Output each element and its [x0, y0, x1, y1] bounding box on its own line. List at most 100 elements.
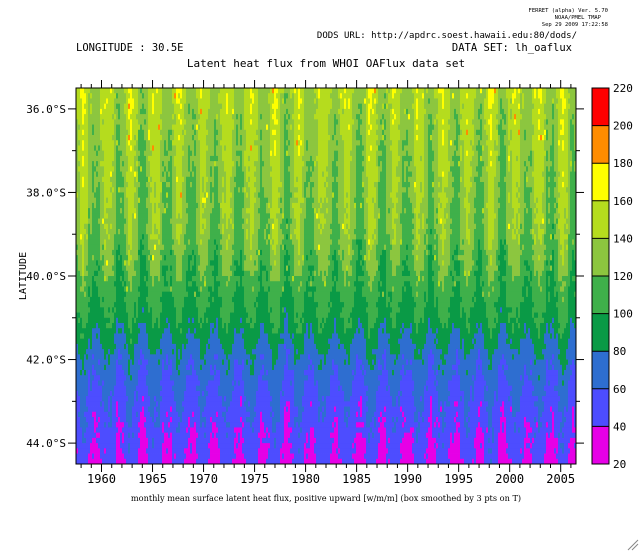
heatmap-cell — [186, 108, 189, 115]
heatmap-cell — [126, 338, 129, 345]
heatmap-cell — [206, 255, 209, 261]
heatmap-cell — [168, 432, 171, 439]
heatmap-cell — [164, 93, 167, 99]
heatmap-cell — [190, 411, 193, 418]
heatmap-cell — [152, 197, 155, 204]
heatmap-cell — [212, 432, 215, 439]
heatmap-cell — [204, 422, 207, 428]
heatmap-cell — [202, 432, 205, 439]
heatmap-cell — [202, 296, 205, 303]
heatmap-cell — [114, 166, 117, 172]
heatmap-cell — [110, 276, 113, 282]
heatmap-cell — [168, 93, 171, 99]
heatmap-cell — [114, 380, 117, 387]
heatmap-cell — [172, 208, 175, 214]
heatmap-cell — [172, 453, 175, 460]
heatmap-cell — [126, 401, 129, 407]
heatmap-cell — [122, 422, 125, 428]
heatmap-cell — [146, 443, 149, 449]
heatmap-cell — [206, 108, 209, 115]
heatmap-cell — [98, 343, 101, 350]
heatmap-cell — [170, 422, 173, 428]
heatmap-cell — [156, 145, 159, 152]
heatmap-cell — [116, 411, 119, 418]
heatmap-cell — [146, 103, 149, 110]
heatmap-cell — [106, 364, 109, 371]
heatmap-cell — [196, 213, 199, 219]
heatmap-cell — [132, 192, 135, 199]
heatmap-cell — [76, 244, 79, 251]
heatmap-cell — [122, 260, 125, 266]
heatmap-cell — [146, 302, 149, 308]
heatmap-cell — [196, 328, 199, 334]
heatmap-cell — [114, 343, 117, 350]
heatmap-cell — [208, 312, 211, 319]
heatmap-cell — [108, 98, 111, 105]
heatmap-cell — [138, 333, 141, 340]
heatmap-field — [76, 88, 577, 465]
heatmap-cell — [108, 187, 111, 193]
heatmap-cell — [124, 291, 127, 298]
heatmap-cell — [100, 323, 103, 329]
heatmap-cell — [186, 437, 189, 444]
heatmap-cell — [88, 323, 91, 329]
heatmap-cell — [132, 187, 135, 193]
heatmap-cell — [122, 354, 125, 360]
heatmap-cell — [156, 328, 159, 334]
heatmap-cell — [76, 296, 79, 303]
heatmap-cell — [158, 197, 161, 204]
heatmap-cell — [168, 265, 171, 272]
heatmap-cell — [126, 108, 129, 115]
heatmap-cell — [138, 114, 141, 120]
heatmap-cell — [140, 296, 143, 303]
heatmap-cell — [206, 286, 209, 293]
heatmap-cell — [98, 176, 101, 183]
heatmap-cell — [198, 239, 201, 246]
heatmap-cell — [182, 166, 185, 172]
heatmap-cell — [116, 218, 119, 225]
heatmap-cell — [212, 108, 215, 115]
heatmap-cell — [168, 443, 171, 449]
heatmap-cell — [206, 145, 209, 152]
heatmap-cell — [174, 108, 177, 115]
heatmap-cell — [120, 396, 123, 402]
heatmap-cell — [180, 166, 183, 172]
heatmap-cell — [150, 187, 153, 193]
heatmap-cell — [104, 453, 107, 460]
heatmap-cell — [190, 343, 193, 350]
heatmap-cell — [176, 422, 179, 428]
heatmap-cell — [128, 239, 131, 246]
heatmap-cell — [178, 401, 181, 407]
heatmap-cell — [86, 260, 89, 266]
heatmap-cell — [148, 140, 151, 146]
heatmap-cell — [102, 323, 105, 329]
heatmap-cell — [198, 354, 201, 360]
heatmap-cell — [162, 187, 165, 193]
heatmap-cell — [110, 323, 113, 329]
heatmap-cell — [118, 135, 121, 141]
heatmap-cell — [126, 333, 129, 340]
heatmap-cell — [138, 124, 141, 131]
heatmap-cell — [158, 260, 161, 266]
heatmap-cell — [98, 182, 101, 188]
heatmap-cell — [212, 150, 215, 157]
heatmap-cell — [96, 296, 99, 303]
heatmap-cell — [108, 129, 111, 136]
heatmap-cell — [212, 317, 215, 324]
heatmap-cell — [126, 114, 129, 120]
heatmap-cell — [148, 171, 151, 178]
heatmap-cell — [116, 197, 119, 204]
heatmap-cell — [142, 93, 145, 99]
heatmap-cell — [186, 270, 189, 277]
heatmap-cell — [90, 171, 93, 178]
heatmap-cell — [198, 88, 201, 94]
heatmap-cell — [148, 155, 151, 162]
heatmap-cell — [150, 281, 153, 287]
heatmap-cell — [190, 276, 193, 282]
heatmap-cell — [90, 265, 93, 272]
heatmap-cell — [176, 265, 179, 272]
heatmap-cell — [82, 291, 85, 298]
heatmap-cell — [190, 119, 193, 125]
heatmap-cell — [198, 443, 201, 449]
heatmap-cell — [92, 229, 95, 235]
